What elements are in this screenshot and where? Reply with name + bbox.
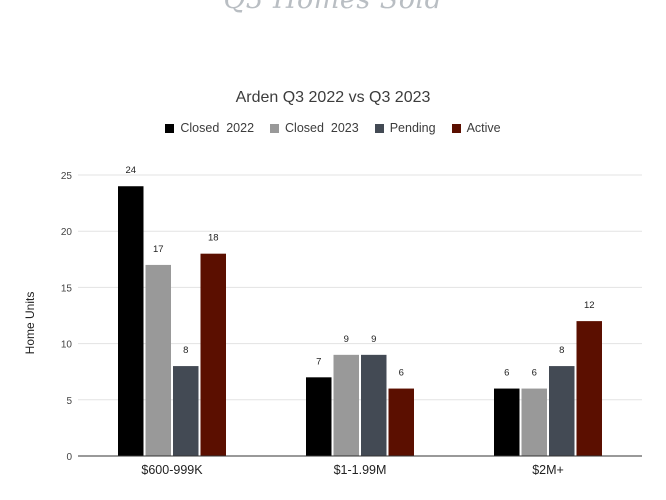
x-tick-label: $2M+: [532, 463, 564, 477]
bar: [118, 186, 144, 457]
legend-item-pending: Pending: [374, 121, 436, 135]
legend-swatch: [270, 123, 280, 133]
data-label: 6: [504, 368, 509, 379]
bar: [494, 388, 520, 456]
y-tick-label: 5: [66, 396, 72, 407]
bar: [576, 321, 602, 456]
y-tick-label: 0: [66, 452, 72, 463]
data-label: 12: [584, 300, 595, 311]
data-label: 24: [125, 165, 136, 176]
x-tick-label: $1-1.99M: [334, 463, 387, 477]
bar: [521, 388, 547, 456]
x-tick-label: $600-999K: [141, 463, 203, 477]
bar: [200, 253, 226, 456]
bar: [145, 264, 171, 456]
bar: [173, 366, 199, 456]
bar: [306, 377, 332, 456]
legend-item-active: Active: [451, 121, 501, 135]
legend-label: Pending: [389, 121, 436, 135]
data-label: 18: [208, 233, 219, 244]
data-label: 6: [532, 368, 537, 379]
page-heading: Q3 Homes Sold: [0, 0, 666, 15]
data-label: 17: [153, 244, 164, 255]
legend-label: Active: [466, 121, 501, 135]
bar: [388, 388, 414, 456]
y-tick-label: 25: [61, 171, 73, 182]
data-label: 7: [316, 356, 321, 367]
legend-item-closed-2022: Closed 2022: [165, 121, 254, 135]
chart-title: Arden Q3 2022 vs Q3 2023: [235, 89, 431, 106]
legend-item-closed-2023: Closed 2023: [270, 121, 359, 135]
legend-swatch: [165, 123, 175, 133]
legend-label: Closed 2023: [285, 121, 359, 135]
bar: [549, 366, 575, 456]
data-label: 6: [399, 368, 404, 379]
chart-legend: Closed 2022 Closed 2023 Pending Active: [0, 121, 666, 135]
y-tick-label: 20: [61, 227, 73, 238]
legend-swatch: [374, 123, 384, 133]
legend-label: Closed 2022: [180, 121, 255, 135]
y-tick-label: 15: [61, 283, 73, 294]
bar: [333, 354, 359, 456]
data-label: 8: [183, 345, 188, 356]
legend-swatch: [451, 123, 461, 133]
bar: [361, 354, 387, 456]
y-tick-label: 10: [61, 340, 73, 351]
data-label: 9: [344, 334, 349, 345]
data-label: 9: [371, 334, 376, 345]
data-label: 8: [559, 345, 564, 356]
